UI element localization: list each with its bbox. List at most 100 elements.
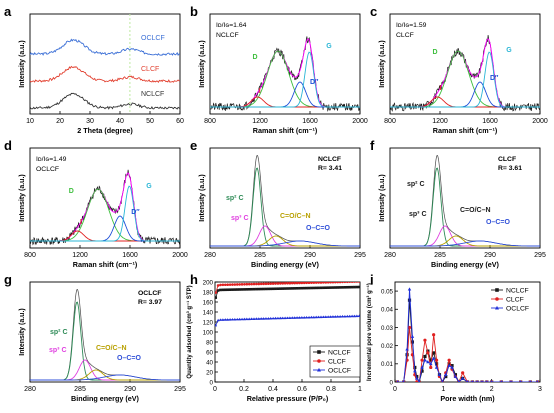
data-point bbox=[353, 314, 356, 318]
series-line-d-1 bbox=[30, 172, 180, 242]
data-point bbox=[431, 356, 436, 360]
data-point bbox=[283, 287, 287, 290]
data-point bbox=[314, 282, 318, 284]
data-point bbox=[331, 315, 335, 318]
data-point bbox=[348, 285, 352, 289]
panel-a: a 10 20 30 40 50 60 2 Theta (degree) Intensity (… bbox=[4, 4, 184, 135]
data-point bbox=[298, 316, 301, 319]
y-tick-label: 0.01 bbox=[381, 361, 394, 368]
x-tick-label: 0.4 bbox=[268, 386, 278, 393]
data-point bbox=[444, 374, 448, 379]
data-point bbox=[317, 367, 321, 372]
data-point bbox=[357, 285, 360, 289]
data-point bbox=[429, 358, 433, 362]
data-point bbox=[215, 323, 218, 327]
data-point bbox=[447, 363, 451, 367]
data-point bbox=[219, 283, 222, 287]
x-tick-label: 1600 bbox=[122, 252, 138, 259]
data-point bbox=[250, 317, 254, 321]
data-point bbox=[264, 282, 268, 286]
legend-label: NCLCF bbox=[506, 288, 529, 295]
x-tick-label: 0.6 bbox=[297, 386, 307, 393]
data-point bbox=[420, 358, 424, 362]
data-point bbox=[247, 282, 251, 286]
panel-f: f 280 285 290 295 Binding energy (eV) Intensit… bbox=[370, 138, 546, 269]
data-point bbox=[476, 380, 479, 382]
data-point bbox=[410, 334, 415, 338]
data-point bbox=[271, 287, 275, 291]
data-point bbox=[252, 282, 256, 286]
data-point bbox=[434, 365, 439, 369]
x-tick-label: 1600 bbox=[482, 118, 498, 125]
x-tick-label: 10 bbox=[26, 118, 34, 125]
data-point bbox=[223, 318, 227, 321]
data-point bbox=[243, 288, 246, 291]
y-tick-label: 100 bbox=[203, 329, 214, 336]
data-point bbox=[423, 358, 427, 362]
panel-i: i 0 1 2 3 0 0.01 0.02 0.03 0.04 0.05 Pore width (nm… bbox=[366, 272, 542, 403]
data-point bbox=[259, 317, 263, 320]
data-point bbox=[495, 297, 499, 301]
annotation-label: G bbox=[326, 43, 332, 50]
data-point bbox=[343, 314, 347, 318]
y-axis-label: Intensity (a.u.) bbox=[379, 174, 386, 221]
annotation-label: D″ bbox=[131, 209, 140, 216]
data-point bbox=[310, 282, 313, 284]
panel-g: g 280 285 290 295 Binding energy (eV) Intensit… bbox=[4, 272, 186, 403]
x-tick-label: 20 bbox=[56, 118, 64, 125]
annotation-label: D bbox=[253, 54, 258, 61]
panel-letter-a: a bbox=[4, 4, 12, 19]
legend-label: OCLCF bbox=[506, 306, 529, 313]
annotation-label: D″ bbox=[310, 79, 319, 86]
x-tick-label: 0.8 bbox=[326, 386, 336, 393]
data-point bbox=[271, 316, 275, 320]
corner-label: NCLCF bbox=[216, 32, 239, 39]
x-tick-label: 290 bbox=[124, 386, 136, 393]
data-point bbox=[288, 282, 292, 285]
x-tick-label: 295 bbox=[354, 252, 366, 259]
data-point bbox=[257, 317, 261, 320]
data-point bbox=[276, 287, 280, 290]
corner-label: R= 3.41 bbox=[318, 165, 342, 172]
plot-area bbox=[215, 282, 360, 327]
data-point bbox=[264, 317, 268, 320]
data-point bbox=[413, 369, 417, 373]
data-point bbox=[252, 287, 256, 291]
data-point bbox=[358, 282, 360, 283]
series-line-d-4 bbox=[30, 215, 180, 242]
data-point bbox=[247, 317, 251, 321]
x-tick-label: 1200 bbox=[252, 118, 268, 125]
plot-area bbox=[210, 36, 360, 112]
data-point bbox=[274, 316, 277, 320]
y-axis-label: Incremental pore volume (cm³ g⁻¹) bbox=[366, 283, 373, 381]
data-point bbox=[336, 282, 340, 284]
series-line-g-4 bbox=[30, 374, 180, 381]
data-point bbox=[426, 360, 430, 364]
data-point bbox=[443, 372, 448, 377]
series-line-g-3 bbox=[30, 369, 180, 381]
data-point bbox=[334, 282, 337, 284]
data-point bbox=[414, 376, 419, 380]
data-point bbox=[319, 286, 323, 290]
plot-area bbox=[30, 169, 180, 246]
data-point bbox=[281, 316, 285, 320]
data-point bbox=[288, 316, 292, 319]
data-point bbox=[245, 282, 249, 286]
corner-label: OCLCF bbox=[138, 290, 161, 297]
data-point bbox=[536, 380, 539, 382]
data-point bbox=[357, 314, 360, 318]
series-line-f-3 bbox=[390, 235, 540, 247]
corner-label: OCLCF bbox=[36, 166, 59, 173]
data-point bbox=[293, 316, 297, 319]
data-point bbox=[274, 287, 277, 291]
panel-letter-e: e bbox=[190, 138, 197, 153]
series-label: NCLCF bbox=[141, 91, 164, 98]
data-point bbox=[317, 286, 320, 290]
data-point bbox=[500, 380, 503, 382]
data-point bbox=[283, 316, 287, 320]
data-point bbox=[336, 315, 340, 318]
data-point bbox=[221, 318, 225, 321]
panel-h: h 0 0.2 0.4 0.6 0.8 1 0 20 40 60 80 100 120 140 160 180 2… bbox=[186, 272, 362, 403]
x-tick-label: 60 bbox=[176, 118, 184, 125]
plot-area bbox=[390, 155, 540, 247]
